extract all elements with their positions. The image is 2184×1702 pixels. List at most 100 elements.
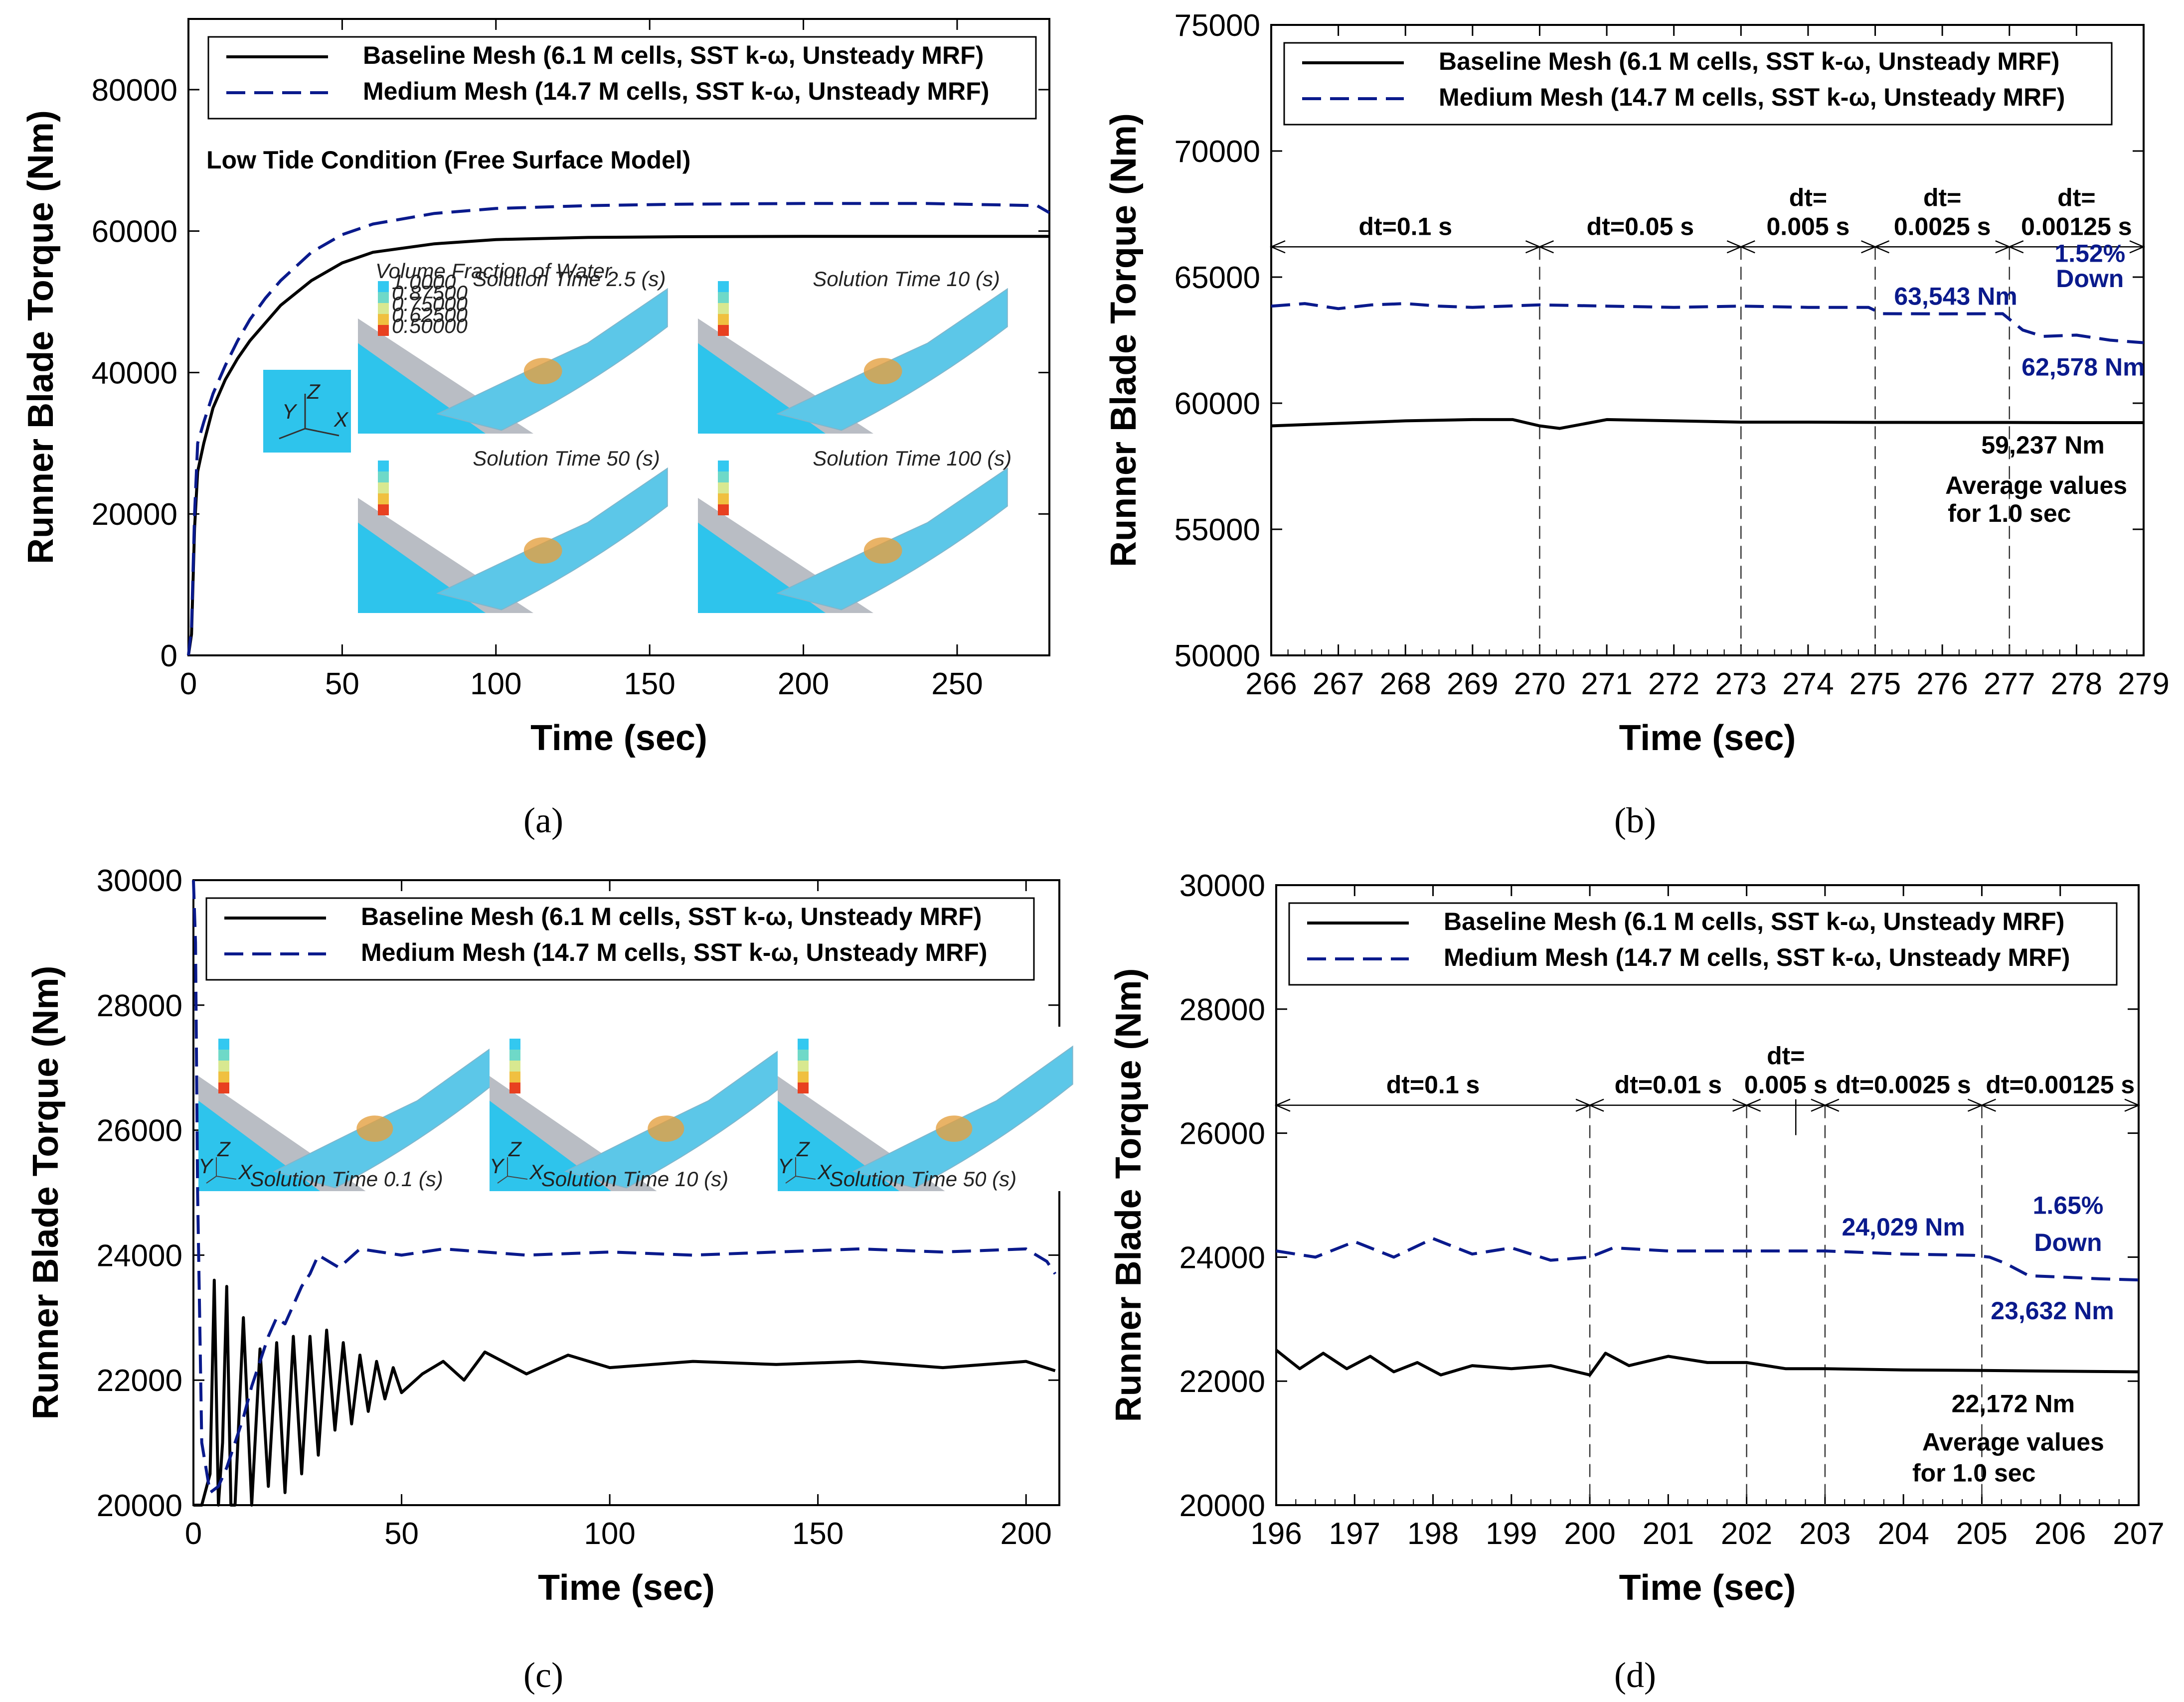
x-tick-label: 199	[1486, 1517, 1537, 1551]
medium-series-line	[192, 880, 1057, 1494]
y-tick-label: 55000	[1175, 513, 1260, 547]
baseline-series-line	[193, 1278, 1056, 1507]
annotation-medium-after: 23,632 Nm	[1991, 1297, 2114, 1325]
axis-triad-y	[206, 1176, 217, 1184]
colorbar-label: 0.50000	[392, 314, 468, 337]
annotation-average-1: Average values	[1922, 1428, 2104, 1456]
annotation-medium-before: 63,543 Nm	[1894, 283, 2017, 310]
x-tick-label: 0	[185, 1517, 202, 1551]
axis-triad-label: Y	[490, 1154, 505, 1178]
y-tick-label: 20000	[92, 497, 177, 532]
x-tick-label: 207	[2113, 1517, 2164, 1551]
arrow-head-left	[2008, 240, 2024, 254]
colorbar-segment	[509, 1050, 520, 1061]
colorbar-segment	[218, 1039, 229, 1050]
region-label: dt=0.01 s	[1615, 1071, 1722, 1099]
colorbar-segment	[378, 303, 389, 314]
x-tick-label: 272	[1648, 667, 1699, 701]
axes-icon: ZY X	[263, 370, 351, 453]
y-tick-label: 60000	[1175, 387, 1260, 421]
region-label: dt= 0.005 s	[1744, 1042, 1828, 1099]
legend-label: Baseline Mesh (6.1 M cells, SST k-ω, Uns…	[363, 41, 984, 69]
y-tick-label: 75000	[1175, 8, 1260, 43]
colorbar-segment	[509, 1083, 520, 1093]
region-label: dt=0.0025 s	[1836, 1071, 1971, 1099]
panel-caption: (d)	[1614, 1655, 1656, 1695]
x-tick-label: 276	[1916, 667, 1968, 701]
colorbar-segment	[718, 461, 729, 471]
inset-label: Solution Time 0.1 (s)	[250, 1167, 443, 1191]
axis-triad-label: X	[817, 1160, 833, 1184]
y-tick-label: 26000	[97, 1114, 182, 1148]
legend-label: Medium Mesh (14.7 M cells, SST k-ω, Unst…	[361, 938, 987, 966]
region-label: dt=0.1 s	[1358, 212, 1452, 240]
chart-subtitle: Low Tide Condition (Free Surface Model)	[206, 146, 690, 174]
y-tick-label: 22000	[1179, 1365, 1265, 1399]
y-tick-label: 65000	[1175, 261, 1260, 295]
x-tick-label: 201	[1643, 1517, 1694, 1551]
region-label: dt= 0.005 s	[1767, 183, 1850, 240]
turbine-duct	[852, 1045, 1073, 1189]
axis-triad-y	[497, 1176, 508, 1184]
baseline-series-line	[1275, 1349, 2139, 1377]
axis-triad-x	[795, 1176, 816, 1180]
arrow-head-left	[1873, 240, 1890, 254]
y-tick-label: 70000	[1175, 135, 1260, 169]
arrow-head-left	[1745, 1098, 1761, 1112]
mixing-zone	[648, 1115, 684, 1142]
x-tick-label: 268	[1380, 667, 1431, 701]
axis-triad-label: Z	[796, 1137, 810, 1161]
arrow-head-left	[1739, 240, 1755, 254]
y-axis-label: Runner Blade Torque (Nm)	[1104, 113, 1144, 567]
x-tick-label: 271	[1581, 667, 1632, 701]
x-tick-label: 203	[1799, 1517, 1850, 1551]
legend-box	[1288, 902, 2118, 986]
colorbar-segment	[378, 504, 389, 515]
x-tick-label: 100	[584, 1517, 635, 1551]
annotation-average-2: for 1.0 sec	[1912, 1459, 2035, 1487]
x-tick-label: 200	[1564, 1517, 1615, 1551]
region-label: dt=0.00125 s	[1986, 1071, 2135, 1099]
axis-triad-label: Z	[508, 1137, 522, 1161]
colorbar-title: Volume Fraction of Water	[375, 259, 613, 283]
turbine-duct	[776, 467, 1008, 611]
y-tick-label: 24000	[1179, 1240, 1265, 1275]
x-tick-label: 267	[1313, 667, 1364, 701]
x-tick-label: 100	[470, 667, 521, 701]
colorbar-segment	[378, 325, 389, 336]
x-tick-label: 200	[778, 667, 829, 701]
legend-label: Baseline Mesh (6.1 M cells, SST k-ω, Uns…	[1439, 47, 2059, 75]
flow-visualization-inset: Solution Time 50 (s) ZY X	[778, 1027, 1082, 1191]
axis-label-y: Y	[282, 400, 298, 423]
annotation-drop-word: Down	[2056, 265, 2124, 293]
x-tick-label: 202	[1721, 1517, 1772, 1551]
flow-visualization-inset: Solution Time 0.1 (s)ZY X	[198, 1027, 503, 1191]
x-tick-label: 266	[1245, 667, 1297, 701]
flow-visualization-inset: Solution Time 10 (s)	[698, 267, 1017, 434]
axis-y	[279, 428, 306, 440]
axis-label-x: X	[334, 408, 349, 431]
mixing-zone	[936, 1115, 973, 1142]
x-tick-label: 50	[384, 1517, 419, 1551]
colorbar-segment	[798, 1061, 809, 1072]
x-tick-label: 250	[931, 667, 983, 701]
y-tick-label: 50000	[1175, 639, 1260, 673]
y-tick-label: 0	[161, 639, 177, 673]
y-tick-label: 60000	[92, 215, 177, 249]
panel-b: 266 267 268 269 270 271 272 273 274 275 276 277 278 2…	[1104, 8, 2170, 840]
colorbar-segment	[378, 471, 389, 482]
panel-caption: (b)	[1614, 800, 1656, 840]
colorbar-segment	[378, 461, 389, 471]
colorbar-segment	[509, 1061, 520, 1072]
legend-label: Medium Mesh (14.7 M cells, SST k-ω, Unst…	[1444, 943, 2070, 971]
x-tick-label: 277	[1984, 667, 2035, 701]
x-tick-label: 205	[1956, 1517, 2008, 1551]
region-label: dt=0.0025 s	[1894, 183, 1991, 240]
arrow-head-left	[1588, 1098, 1604, 1112]
flow-visualization-inset: Volume Fraction of Water1.00000.875000.7…	[358, 259, 677, 434]
arrow-head-right	[2129, 240, 2146, 254]
flow-visualization-inset: Solution Time 100 (s)	[698, 447, 1017, 613]
medium-series-line	[187, 202, 1050, 656]
x-tick-label: 270	[1514, 667, 1565, 701]
